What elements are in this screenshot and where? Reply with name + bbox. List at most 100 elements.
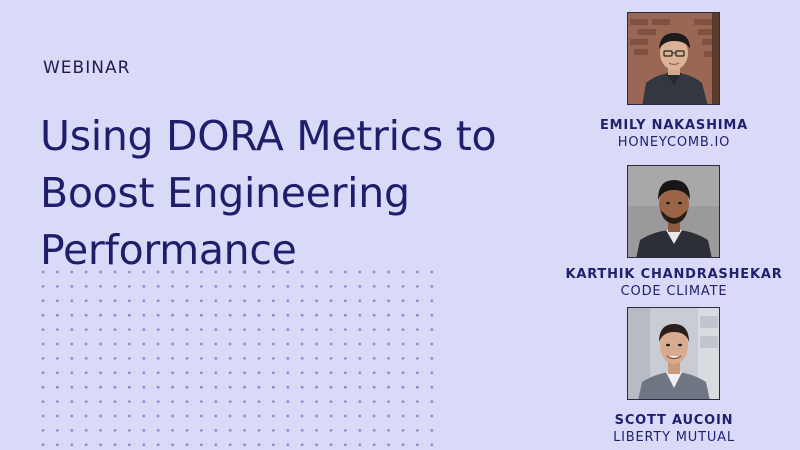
grid-dot — [358, 285, 362, 288]
grid-dot — [171, 385, 175, 389]
grid-dot — [257, 371, 261, 375]
grid-dot — [387, 357, 390, 360]
grid-dot — [99, 299, 102, 303]
grid-dot — [156, 357, 160, 360]
grid-dot — [372, 429, 376, 432]
grid-dot — [358, 299, 362, 303]
grid-dot — [329, 400, 333, 403]
grid-dot — [128, 371, 131, 375]
grid-dot — [70, 371, 74, 375]
grid-dot — [372, 299, 376, 303]
grid-dot — [272, 357, 275, 360]
grid-dot — [329, 414, 333, 418]
grid-dot — [401, 342, 405, 346]
grid-dot — [387, 385, 390, 389]
grid-dot — [128, 400, 131, 403]
grid-dot — [358, 385, 362, 389]
grid-dot — [128, 313, 131, 317]
grid-dot — [142, 299, 146, 303]
grid-dot — [358, 328, 362, 331]
grid-dot — [372, 371, 376, 375]
grid-dot — [329, 285, 333, 288]
grid-dot — [214, 357, 218, 360]
grid-dot — [401, 385, 405, 389]
grid-dot — [272, 429, 275, 432]
grid-dot — [228, 270, 232, 274]
grid-dot — [344, 371, 347, 375]
grid-dot — [56, 414, 59, 418]
grid-dot — [156, 328, 160, 331]
grid-dot — [228, 285, 232, 288]
grid-dot — [228, 342, 232, 346]
grid-dot — [358, 414, 362, 418]
grid-dot — [430, 385, 434, 389]
grid-dot — [56, 385, 59, 389]
grid-dot — [401, 357, 405, 360]
grid-dot — [70, 385, 74, 389]
grid-dot — [128, 385, 131, 389]
grid-dot — [142, 414, 146, 418]
grid-dot — [142, 429, 146, 432]
grid-dot — [185, 313, 189, 317]
grid-dot — [257, 285, 261, 288]
grid-dot — [257, 299, 261, 303]
grid-dot — [344, 299, 347, 303]
grid-dot — [401, 429, 405, 432]
grid-dot — [70, 299, 74, 303]
grid-dot — [185, 270, 189, 274]
grid-dot — [56, 342, 59, 346]
grid-dot — [416, 313, 419, 317]
grid-dot — [128, 443, 131, 447]
grid-dot — [430, 371, 434, 375]
grid-dot — [84, 385, 88, 389]
grid-dot — [228, 357, 232, 360]
grid-dot — [113, 385, 117, 389]
grid-dot — [99, 357, 102, 360]
grid-dot — [372, 385, 376, 389]
grid-dot — [344, 328, 347, 331]
grid-dot — [56, 299, 59, 303]
grid-dot — [358, 342, 362, 346]
grid-dot — [99, 270, 102, 274]
grid-dot — [329, 313, 333, 317]
grid-dot — [70, 328, 74, 331]
title-line-2: Boost Engineering — [40, 169, 410, 217]
grid-dot — [156, 285, 160, 288]
grid-dot — [257, 443, 261, 447]
grid-dot — [272, 270, 275, 274]
grid-dot — [128, 357, 131, 360]
title-line-3: Performance — [40, 226, 297, 274]
grid-dot — [113, 414, 117, 418]
grid-dot — [84, 443, 88, 447]
grid-dot — [41, 385, 45, 389]
grid-dot — [416, 357, 419, 360]
grid-dot — [84, 357, 88, 360]
grid-dot — [286, 313, 290, 317]
grid-dot — [300, 357, 304, 360]
grid-dot — [41, 285, 45, 288]
grid-dot — [128, 285, 131, 288]
grid-dot — [315, 313, 318, 317]
grid-dot — [156, 313, 160, 317]
grid-dot — [56, 313, 59, 317]
grid-dot — [200, 299, 203, 303]
grid-dot — [286, 328, 290, 331]
grid-dot — [430, 400, 434, 403]
grid-dot — [329, 443, 333, 447]
grid-dot — [214, 342, 218, 346]
grid-dot — [257, 385, 261, 389]
grid-dot — [113, 342, 117, 346]
speaker-org-3: LIBERTY MUTUAL — [613, 430, 735, 445]
grid-dot — [99, 285, 102, 288]
grid-dot — [171, 357, 175, 360]
grid-dot — [286, 270, 290, 274]
grid-dot — [228, 371, 232, 375]
grid-dot — [286, 443, 290, 447]
grid-dot — [315, 285, 318, 288]
grid-dot — [70, 429, 74, 432]
grid-dot — [416, 270, 419, 274]
grid-dot — [430, 328, 434, 331]
grid-dot — [99, 400, 102, 403]
page-title: Using DORA Metrics to Boost Engineering … — [40, 108, 497, 279]
grid-dot — [142, 328, 146, 331]
